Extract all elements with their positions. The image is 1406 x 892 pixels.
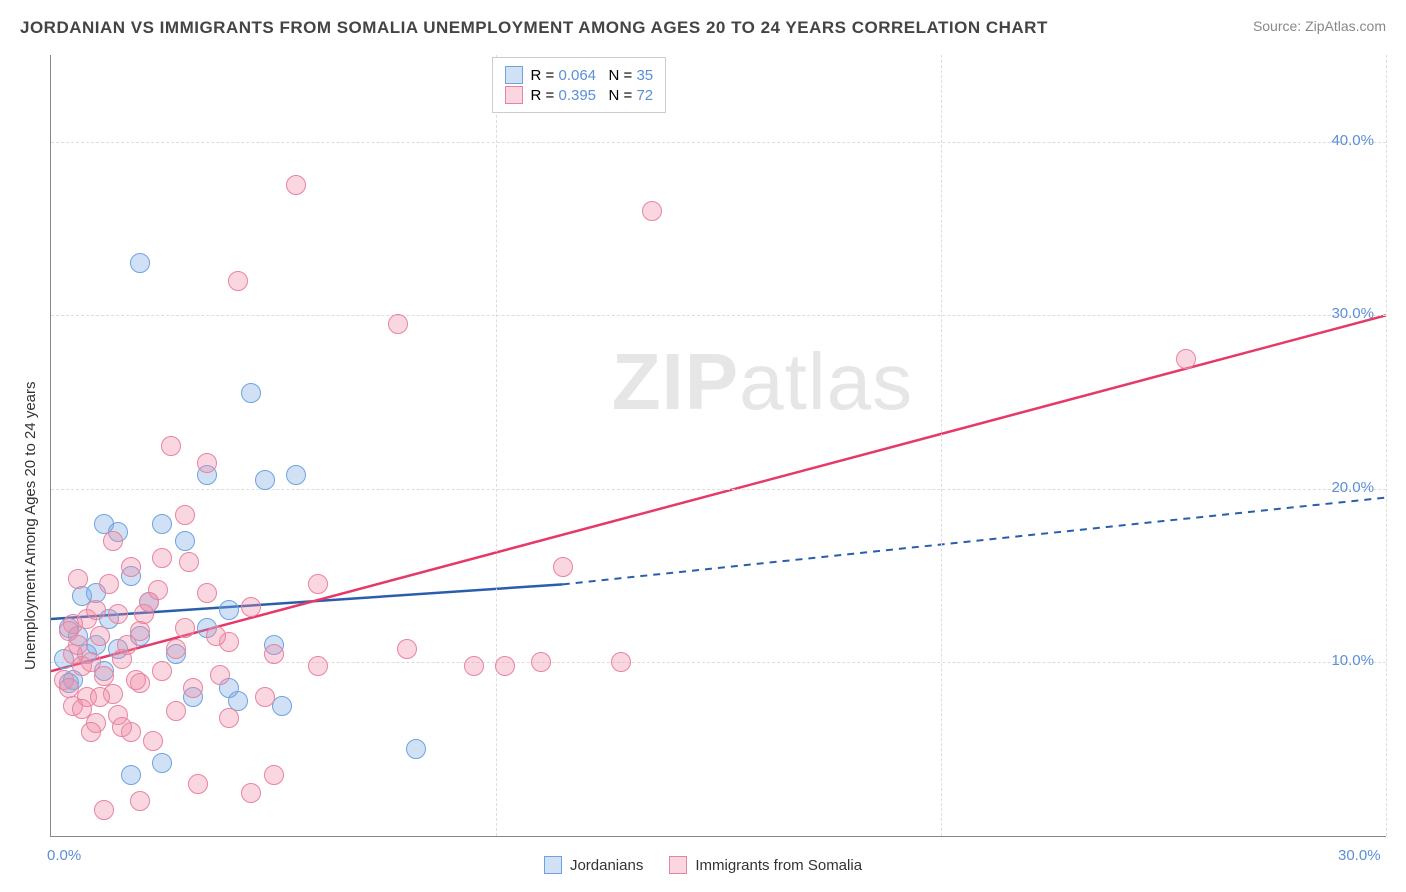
data-point [406, 739, 426, 759]
y-tick-label: 30.0% [1331, 305, 1374, 322]
data-point [152, 548, 172, 568]
data-point [219, 600, 239, 620]
data-point [143, 731, 163, 751]
data-point [464, 656, 484, 676]
data-point [531, 652, 551, 672]
data-point [264, 765, 284, 785]
data-point [175, 531, 195, 551]
data-point [495, 656, 515, 676]
data-point [210, 665, 230, 685]
bottom-legend-item: Immigrants from Somalia [669, 856, 862, 874]
bottom-legend-label: Jordanians [570, 857, 643, 874]
data-point [397, 639, 417, 659]
data-point [272, 696, 292, 716]
data-point [183, 678, 203, 698]
chart-plot-area: ZIPatlas 10.0%20.0%30.0%40.0%0.0%30.0%R … [50, 55, 1386, 837]
data-point [166, 701, 186, 721]
legend-swatch [669, 856, 687, 874]
data-point [175, 618, 195, 638]
data-point [117, 635, 137, 655]
data-point [228, 271, 248, 291]
data-point [197, 453, 217, 473]
trend-line [51, 584, 563, 619]
data-point [108, 604, 128, 624]
data-point [152, 514, 172, 534]
data-point [286, 465, 306, 485]
data-point [81, 722, 101, 742]
data-point [72, 699, 92, 719]
data-point [152, 753, 172, 773]
data-point [86, 600, 106, 620]
data-point [255, 470, 275, 490]
data-point [255, 687, 275, 707]
data-point [121, 765, 141, 785]
data-point [103, 531, 123, 551]
source-attribution: Source: ZipAtlas.com [1253, 18, 1386, 34]
data-point [126, 670, 146, 690]
data-point [175, 505, 195, 525]
y-tick-label: 40.0% [1331, 132, 1374, 149]
data-point [197, 583, 217, 603]
watermark: ZIPatlas [612, 336, 913, 428]
data-point [642, 201, 662, 221]
gridline-v [1386, 55, 1387, 836]
data-point [152, 661, 172, 681]
legend-swatch [544, 856, 562, 874]
legend-swatch [505, 66, 523, 84]
stats-legend-text: R = 0.395 N = 72 [531, 87, 654, 104]
data-point [241, 383, 261, 403]
data-point [59, 621, 79, 641]
bottom-legend-item: Jordanians [544, 856, 643, 874]
data-point [130, 791, 150, 811]
data-point [166, 639, 186, 659]
data-point [388, 314, 408, 334]
data-point [241, 597, 261, 617]
data-point [206, 626, 226, 646]
data-point [241, 783, 261, 803]
data-point [1176, 349, 1196, 369]
stats-legend: R = 0.064 N = 35 R = 0.395 N = 72 [492, 57, 667, 113]
data-point [68, 569, 88, 589]
data-point [112, 717, 132, 737]
data-point [99, 574, 119, 594]
data-point [134, 604, 154, 624]
stats-legend-text: R = 0.064 N = 35 [531, 67, 654, 84]
data-point [148, 580, 168, 600]
stats-legend-row: R = 0.395 N = 72 [505, 86, 654, 104]
data-point [611, 652, 631, 672]
data-point [90, 626, 110, 646]
gridline-h [51, 662, 1386, 663]
chart-title: JORDANIAN VS IMMIGRANTS FROM SOMALIA UNE… [20, 18, 1048, 38]
data-point [121, 557, 141, 577]
gridline-h [51, 489, 1386, 490]
data-point [188, 774, 208, 794]
data-point [308, 656, 328, 676]
data-point [130, 253, 150, 273]
bottom-legend: Jordanians Immigrants from Somalia [0, 856, 1406, 874]
data-point [553, 557, 573, 577]
data-point [161, 436, 181, 456]
y-axis-label: Unemployment Among Ages 20 to 24 years [22, 381, 39, 670]
legend-swatch [505, 86, 523, 104]
data-point [219, 708, 239, 728]
gridline-h [51, 315, 1386, 316]
trend-line-dashed [563, 498, 1386, 585]
gridline-h [51, 142, 1386, 143]
data-point [90, 687, 110, 707]
stats-legend-row: R = 0.064 N = 35 [505, 66, 654, 84]
data-point [308, 574, 328, 594]
gridline-v [496, 55, 497, 836]
data-point [286, 175, 306, 195]
bottom-legend-label: Immigrants from Somalia [695, 857, 862, 874]
y-tick-label: 20.0% [1331, 479, 1374, 496]
y-tick-label: 10.0% [1331, 652, 1374, 669]
gridline-v [941, 55, 942, 836]
data-point [179, 552, 199, 572]
data-point [94, 800, 114, 820]
data-point [264, 644, 284, 664]
